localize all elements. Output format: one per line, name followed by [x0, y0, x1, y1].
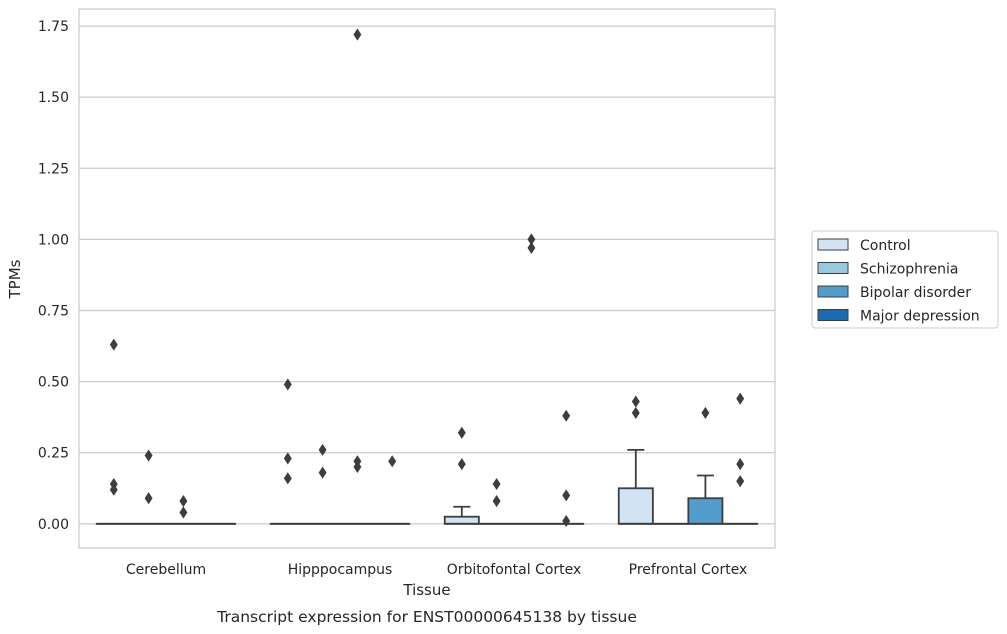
outlier-point [283, 452, 292, 465]
y-tick-label: 0.75 [38, 303, 69, 319]
x-axis-ticks: Cerebellum Hipppocampus Orbitofontal Corte… [126, 562, 747, 578]
legend-swatch [817, 238, 849, 251]
outlier-point [736, 475, 745, 488]
outlier-point [283, 472, 292, 485]
box-2-3 [548, 409, 585, 528]
outlier-point [109, 483, 118, 496]
x-axis-label: Tissue [402, 581, 450, 599]
box-2-1 [478, 477, 515, 525]
outlier-point [736, 458, 745, 471]
legend-label: Schizophrenia [860, 262, 958, 278]
box-0-2 [165, 495, 202, 525]
box-1-0 [269, 378, 306, 525]
outlier-point [631, 406, 640, 419]
outlier-point [527, 241, 536, 254]
box-3-0 [617, 395, 654, 525]
legend-label: Bipolar disorder [860, 285, 971, 301]
outlier-point [457, 458, 466, 471]
outlier-point [318, 443, 327, 456]
box-0-1 [130, 449, 167, 525]
box-1-3 [374, 455, 411, 525]
outlier-point [179, 506, 188, 519]
box-1-2 [339, 28, 376, 525]
box-0-0 [95, 338, 132, 525]
outlier-point [109, 338, 118, 351]
outlier-point [144, 492, 153, 505]
grid-lines [79, 25, 775, 525]
outlier-point [353, 28, 362, 41]
box-2-2 [513, 233, 550, 525]
legend-frame [811, 230, 999, 329]
y-tick-label: 0.00 [38, 517, 69, 533]
outlier-point [318, 466, 327, 479]
box-3-2 [687, 406, 724, 525]
y-tick-label: 0.50 [38, 375, 69, 391]
y-tick-label: 0.25 [38, 446, 69, 462]
outlier-point [736, 392, 745, 405]
y-tick-label: 1.75 [38, 19, 69, 35]
x-tick-label: Hipppocampus [288, 562, 393, 578]
outlier-point [492, 495, 501, 508]
outlier-point [144, 449, 153, 462]
outlier-point [457, 426, 466, 439]
legend-swatch [817, 285, 849, 298]
outlier-point [388, 455, 397, 468]
legend-swatch [817, 309, 849, 321]
box-3-3 [722, 392, 759, 525]
outlier-point [562, 489, 571, 502]
outlier-point [353, 460, 362, 473]
y-tick-label: 1.50 [38, 90, 69, 106]
outlier-point [492, 477, 501, 491]
x-tick-label: Cerebellum [126, 562, 206, 578]
x-tick-label: Prefrontal Cortex [629, 562, 748, 578]
outlier-point [701, 406, 710, 419]
outlier-point [283, 378, 292, 391]
legend-entries: Control Schizophrenia Bipolar disorder Majo… [817, 238, 980, 325]
legend-label: Control [860, 238, 911, 254]
outlier-point [562, 514, 571, 528]
legend-label: Major depression [860, 309, 980, 325]
box-iqr [443, 515, 480, 525]
box-1-1 [304, 443, 341, 525]
legend-swatch [817, 262, 849, 274]
box-series [95, 28, 759, 528]
outlier-point [179, 495, 188, 508]
y-tick-label: 1.00 [38, 232, 69, 248]
outlier-point [562, 409, 571, 422]
x-tick-label: Orbitofontal Cortex [447, 562, 582, 578]
outlier-point [631, 395, 640, 408]
box-iqr [617, 487, 654, 525]
y-axis-ticks: 0.00 0.25 0.50 0.75 1.00 1.25 1.50 1.75 [38, 19, 69, 533]
box-2-0 [443, 426, 480, 525]
legend: Control Schizophrenia Bipolar disorder Majo… [811, 230, 999, 329]
y-axis-label: TPMs [6, 259, 24, 299]
plot-frame [78, 8, 776, 549]
box-iqr [687, 497, 724, 525]
chart-caption: Transcript expression for ENST0000064513… [216, 608, 637, 626]
y-tick-label: 1.25 [38, 161, 69, 177]
